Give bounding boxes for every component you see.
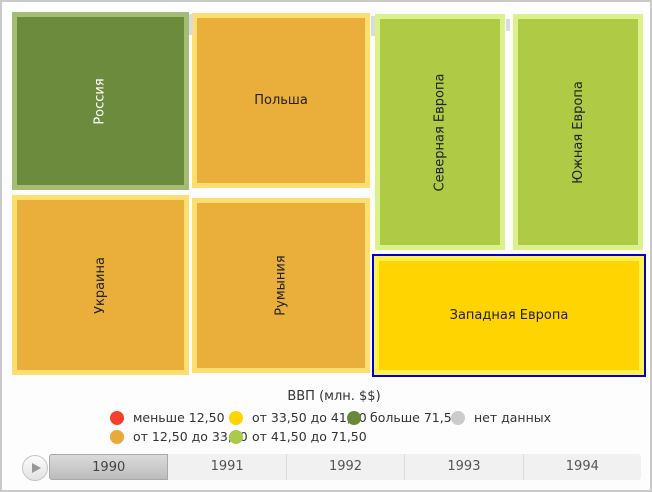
timeline-year-1992[interactable]: 1992 xyxy=(287,454,406,480)
legend-swatch-icon xyxy=(451,410,465,425)
year-slider: 1990 1991 1992 1993 1994 xyxy=(49,454,641,480)
legend-title: ВВП (млн. $$) xyxy=(287,389,381,404)
legend-swatch-icon xyxy=(229,429,243,444)
timeline: 1990 1991 1992 1993 1994 xyxy=(2,452,650,486)
timeline-year-1993[interactable]: 1993 xyxy=(405,454,524,480)
tile-label-north-europe: Северная Европа xyxy=(432,73,448,191)
legend-item: от 33,50 до 41,50 xyxy=(229,410,367,425)
legend-items: меньше 12,50 от 12,50 до 33,50 от 33,50 … xyxy=(110,410,558,448)
legend-label: нет данных xyxy=(474,410,552,425)
legend-swatch-icon xyxy=(347,410,361,425)
play-icon xyxy=(32,463,41,473)
tile-romania[interactable]: Румыния xyxy=(192,198,370,373)
tile-label-west-europe: Западная Европа xyxy=(449,308,569,323)
tile-north-europe[interactable]: Северная Европа xyxy=(375,14,505,250)
legend-label: от 41,50 до 71,50 xyxy=(252,429,367,444)
legend-swatch-icon xyxy=(110,429,124,444)
legend-label: от 12,50 до 33,50 xyxy=(133,429,248,444)
tile-poland[interactable]: Польша xyxy=(192,13,370,188)
legend-swatch-icon xyxy=(110,410,124,425)
scrollbar-artifact xyxy=(371,16,375,36)
legend-item: больше 71,50 xyxy=(347,410,460,425)
scrollbar-artifact xyxy=(189,14,193,35)
legend-item: нет данных xyxy=(451,410,551,425)
play-button[interactable] xyxy=(22,455,48,481)
legend-swatch-icon xyxy=(229,410,243,425)
tile-label-ukraine: Украина xyxy=(92,256,108,314)
tile-label-russia: Россия xyxy=(92,77,108,125)
timeline-year-1994[interactable]: 1994 xyxy=(565,459,599,474)
tile-west-europe-selected[interactable]: Западная Европа xyxy=(374,256,644,375)
tile-label-poland: Польша xyxy=(254,93,308,108)
legend-item: от 41,50 до 71,50 xyxy=(229,429,367,444)
tile-russia[interactable]: Россия xyxy=(12,12,189,190)
legend-label: от 33,50 до 41,50 xyxy=(252,410,367,425)
legend: ВВП (млн. $$) меньше 12,50 от 12,50 до 3… xyxy=(110,389,558,448)
legend-label: меньше 12,50 xyxy=(133,410,225,425)
scrollbar-artifact xyxy=(506,19,510,31)
tile-label-south-europe: Южная Европа xyxy=(570,80,586,184)
timeline-year-1991[interactable]: 1991 xyxy=(168,454,287,480)
timeline-year-1990[interactable]: 1990 xyxy=(49,454,169,480)
tile-south-europe[interactable]: Южная Европа xyxy=(513,14,643,250)
legend-item: меньше 12,50 xyxy=(110,410,229,425)
tile-label-romania: Румыния xyxy=(273,255,289,316)
legend-item: от 12,50 до 33,50 xyxy=(110,429,248,444)
tile-ukraine[interactable]: Украина xyxy=(12,195,189,375)
legend-label: больше 71,50 xyxy=(370,410,460,425)
